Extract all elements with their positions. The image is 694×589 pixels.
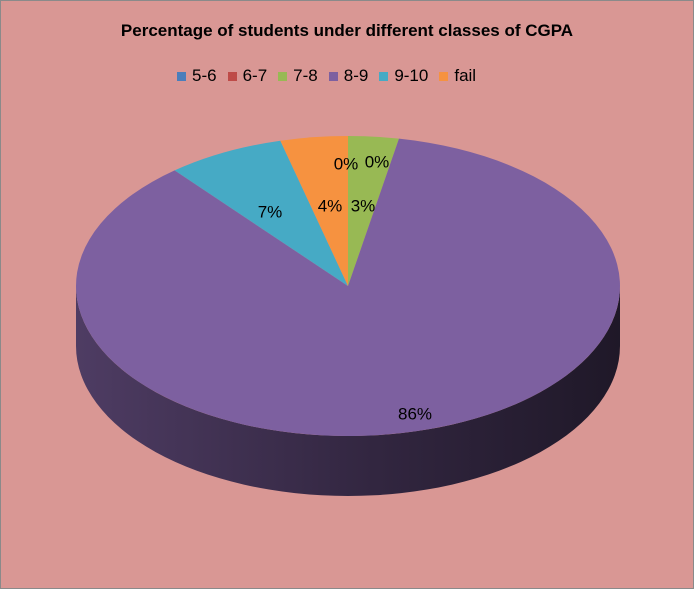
legend-swatch: [328, 71, 338, 81]
data-label-6-7: 0%: [365, 152, 390, 171]
legend-label: 9-10: [394, 66, 429, 85]
data-label-9-10: 7%: [258, 202, 283, 221]
legend-swatch: [227, 71, 237, 81]
legend: 5-6 6-7 7-8 8-9 9-10 fail: [177, 66, 487, 86]
data-label-8-9: 86%: [398, 404, 432, 423]
data-label-7-8: 3%: [351, 196, 376, 215]
legend-label: 5-6: [192, 66, 217, 85]
pie-slice-9-10: [174, 140, 348, 286]
legend-label: 6-7: [242, 66, 268, 85]
pie-slice-fail: [280, 136, 348, 286]
legend-item-fail: fail: [439, 66, 476, 86]
data-label-fail: 4%: [318, 196, 343, 215]
legend-swatch: [177, 71, 186, 81]
pie-side-wall: [76, 286, 620, 496]
legend-swatch: [278, 71, 288, 81]
pie-slice-8-9: [76, 138, 621, 436]
legend-item-7-8: 7-8: [278, 66, 318, 86]
legend-label: 8-9: [343, 66, 369, 85]
legend-swatch: [379, 71, 389, 81]
pie-slice-7-8: [348, 136, 399, 286]
data-label-5-6: 0%: [334, 154, 359, 173]
legend-item-9-10: 9-10: [379, 66, 428, 86]
legend-label: fail: [454, 66, 477, 85]
legend-item-8-9: 8-9: [328, 66, 369, 86]
legend-label: 7-8: [293, 66, 318, 85]
legend-item-6-7: 6-7: [227, 66, 268, 86]
legend-swatch: [439, 71, 449, 81]
chart-title: Percentage of students under different c…: [120, 21, 574, 40]
legend-item-5-6: 5-6: [177, 66, 217, 86]
